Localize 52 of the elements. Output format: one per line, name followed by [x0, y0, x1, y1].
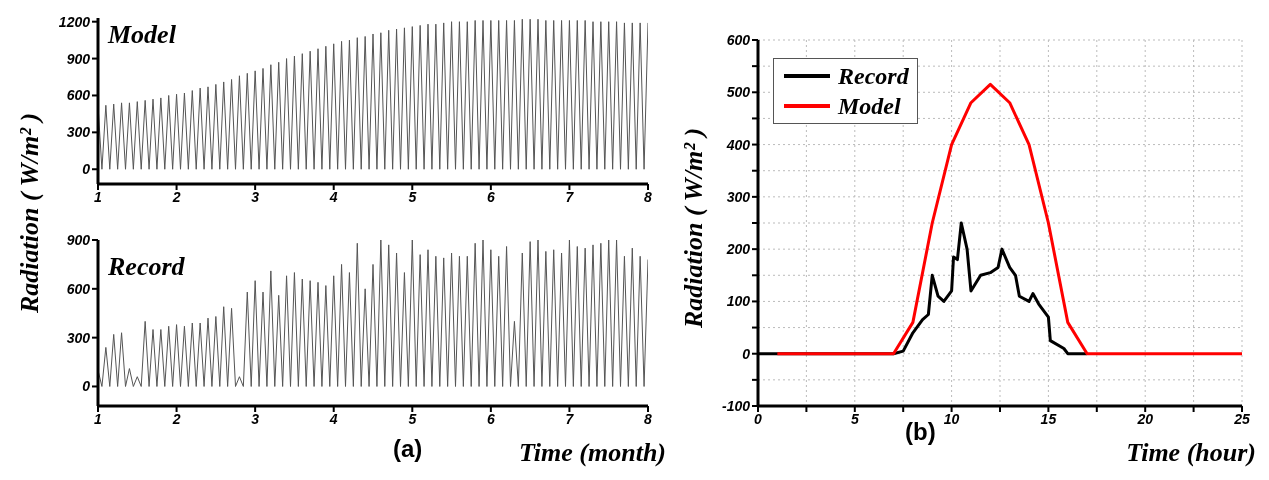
- y-tick-label: 600: [726, 31, 751, 48]
- x-tick-label: 1: [94, 410, 103, 427]
- x-tick-label: 10: [943, 410, 960, 427]
- x-tick-label: 6: [486, 188, 495, 205]
- y-axis-title: Radiation ( W/m² ): [679, 127, 709, 329]
- y-tick-label: 400: [725, 136, 751, 153]
- y-tick-label: 100: [726, 293, 751, 310]
- y-tick-label: 0: [742, 345, 751, 362]
- x-tick-label: 5: [408, 188, 417, 205]
- y-tick-label: -100: [721, 397, 751, 414]
- y-tick-label: 0: [82, 161, 91, 178]
- y-tick-label: 0: [82, 378, 91, 395]
- y-tick-label: 300: [66, 124, 91, 141]
- x-axis-title: Time (month): [518, 438, 666, 468]
- x-tick-label: 5: [408, 410, 417, 427]
- x-tick-label: 0: [754, 410, 763, 427]
- legend-label: Model: [838, 92, 901, 121]
- legend-label: Record: [838, 62, 909, 91]
- x-tick-label: 1: [94, 188, 103, 205]
- x-tick-label: 7: [565, 410, 575, 427]
- y-tick-label: 600: [66, 87, 91, 104]
- line-series: [775, 82, 1242, 356]
- y-axis-title: Radiation ( W/m² ): [15, 112, 45, 314]
- x-tick-label: 4: [328, 188, 338, 205]
- x-tick-label: 8: [644, 188, 653, 205]
- x-tick-label: 2: [171, 188, 181, 205]
- x-tick-label: 4: [328, 410, 338, 427]
- annotation: Record: [108, 252, 185, 282]
- y-tick-label: 300: [66, 329, 91, 346]
- y-tick-label: 900: [66, 231, 91, 248]
- annotation: Model: [108, 20, 176, 50]
- y-tick-label: 1200: [58, 13, 91, 30]
- text: (b): [905, 418, 936, 446]
- y-tick-label: 600: [66, 280, 91, 297]
- x-tick-label: 5: [850, 410, 859, 427]
- y-tick-label: 900: [66, 50, 91, 67]
- x-tick-label: 25: [1233, 410, 1250, 427]
- x-tick-label: 3: [251, 188, 260, 205]
- y-tick-label: 200: [725, 241, 751, 258]
- x-tick-label: 2: [171, 410, 181, 427]
- x-axis-title: Time (hour): [1126, 438, 1256, 468]
- text: (a): [393, 435, 423, 463]
- x-tick-label: 15: [1040, 410, 1057, 427]
- x-tick-label: 3: [251, 410, 260, 427]
- line-series: [98, 240, 648, 387]
- x-tick-label: 8: [644, 410, 653, 427]
- y-tick-label: 500: [726, 84, 751, 101]
- x-tick-label: 7: [565, 188, 575, 205]
- y-tick-label: 300: [726, 188, 751, 205]
- x-tick-label: 20: [1136, 410, 1154, 427]
- line-series: [98, 18, 648, 170]
- x-tick-label: 6: [486, 410, 495, 427]
